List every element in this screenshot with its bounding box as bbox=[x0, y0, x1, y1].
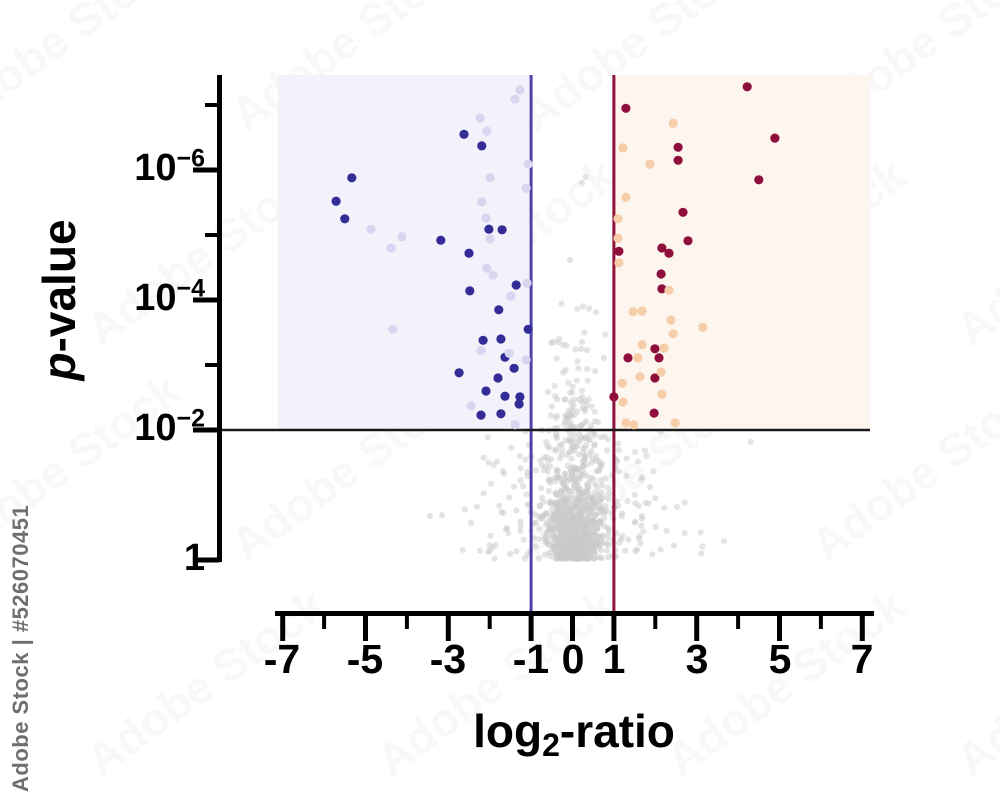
stock-id-watermark: Adobe Stock | #526070451 bbox=[8, 504, 33, 792]
x-tick-label-7: 7 bbox=[850, 636, 874, 682]
y-tick-label-1e-4: 10−4 bbox=[134, 274, 205, 319]
x-tick-label-5: 5 bbox=[768, 636, 792, 682]
y-axis-title: p-value bbox=[33, 219, 85, 381]
x-tick-label-3: 3 bbox=[685, 636, 709, 682]
x-tick-label-neg3: -3 bbox=[429, 636, 467, 682]
x-tick-label-neg5: -5 bbox=[346, 636, 384, 682]
x-tick-label-neg1: -1 bbox=[512, 636, 550, 682]
x-tick-label-0: 0 bbox=[561, 636, 585, 682]
y-tick-label-1e-6: 10−6 bbox=[134, 144, 205, 189]
x-tick-label-1: 1 bbox=[602, 636, 626, 682]
y-tick-label-1e-2: 10−2 bbox=[134, 404, 205, 449]
x-tick-label-neg7: -7 bbox=[263, 636, 301, 682]
x-axis-title: log2-ratio bbox=[473, 705, 675, 763]
y-tick-label-1: 1 bbox=[183, 537, 205, 579]
